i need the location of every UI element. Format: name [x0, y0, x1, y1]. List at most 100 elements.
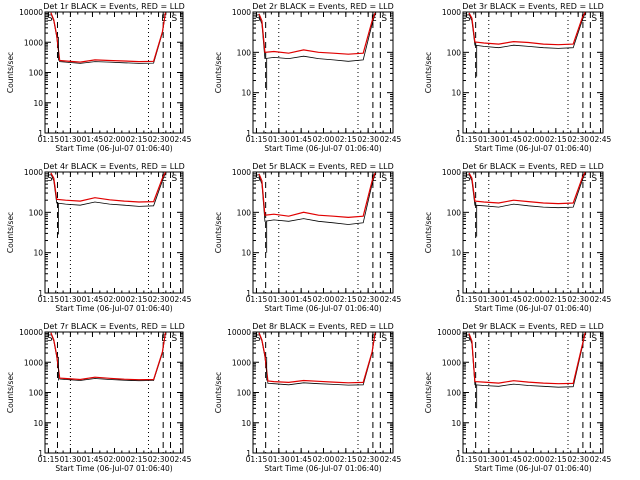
- x-axis-label: Start Time (06-Jul-07 01:06:40): [55, 144, 172, 153]
- y-tick-label: 1: [456, 129, 461, 138]
- s-marker-label: S: [591, 14, 597, 24]
- y-axis-label: Counts/sec: [214, 212, 223, 253]
- x-tick-label: 02:15: [335, 135, 357, 144]
- x-tick-label: 01:15: [38, 455, 60, 464]
- e-marker-label: E: [161, 174, 167, 184]
- y-tick-label: 1: [246, 449, 251, 458]
- s-marker-label: S: [255, 174, 261, 184]
- lld-series-line: [50, 172, 166, 203]
- lld-series-line: [258, 12, 376, 55]
- s-marker-label: S: [47, 334, 53, 344]
- y-axis-label: Counts/sec: [6, 52, 15, 93]
- s-marker-label: S: [47, 14, 53, 24]
- x-tick-label: 02:30: [567, 295, 589, 304]
- x-tick-label: 01:15: [38, 135, 60, 144]
- s-marker-label: S: [381, 334, 387, 344]
- plot-frame: [462, 331, 604, 454]
- e-marker-label: E: [581, 14, 587, 24]
- x-tick-label: 01:15: [38, 295, 60, 304]
- x-tick-label: 01:15: [456, 135, 478, 144]
- y-tick-label: 10: [241, 249, 251, 258]
- x-tick-label: 02:00: [104, 455, 126, 464]
- y-tick-label: 1000: [232, 168, 251, 177]
- y-tick-label: 10: [33, 419, 43, 428]
- plot-frame: [252, 11, 394, 134]
- x-axis-label: Start Time (06-Jul-07 01:06:40): [55, 464, 172, 473]
- y-tick-label: 100: [29, 208, 44, 217]
- s-marker-label: S: [47, 174, 53, 184]
- x-tick-label: 02:30: [148, 295, 170, 304]
- x-tick-label: 02:45: [170, 455, 192, 464]
- x-tick-label: 02:45: [380, 295, 402, 304]
- x-tick-label: 01:15: [246, 135, 268, 144]
- s-marker-label: S: [591, 174, 597, 184]
- x-tick-label: 02:30: [567, 455, 589, 464]
- s-marker-label: S: [172, 14, 178, 24]
- chart-panel-1: Det 1r BLACK = Events, RED = LLD 1 10 100 10…: [6, 2, 192, 153]
- s-marker-label: S: [381, 14, 387, 24]
- x-axis-label: Start Time (06-Jul-07 01:06:40): [474, 464, 591, 473]
- y-tick-label: 10: [451, 419, 461, 428]
- y-axis-label: Counts/sec: [214, 372, 223, 413]
- y-tick-label: 1: [38, 289, 43, 298]
- chart-panel-9: Det 9r BLACK = Events, RED = LLD 1 10 100 10…: [424, 322, 612, 473]
- chart-panel-2: Det 2r BLACK = Events, RED = LLD 1 10 100 10…: [214, 2, 402, 153]
- x-tick-label: 01:45: [500, 135, 522, 144]
- x-tick-label: 02:30: [567, 135, 589, 144]
- chart-title: Det 5r BLACK = Events, RED = LLD: [252, 162, 394, 171]
- lld-series-line: [468, 172, 586, 205]
- y-axis-label: Counts/sec: [6, 212, 15, 253]
- x-tick-label: 02:30: [357, 295, 379, 304]
- lld-series-line: [50, 12, 166, 63]
- x-tick-label: 02:30: [148, 455, 170, 464]
- y-axis-label: Counts/sec: [424, 52, 433, 93]
- y-tick-label: 1: [246, 129, 251, 138]
- chart-title: Det 4r BLACK = Events, RED = LLD: [43, 162, 185, 171]
- x-tick-label: 01:15: [456, 295, 478, 304]
- x-tick-label: 01:45: [290, 455, 312, 464]
- s-marker-label: S: [465, 174, 471, 184]
- x-tick-label: 02:45: [380, 135, 402, 144]
- s-marker-label: S: [255, 334, 261, 344]
- y-tick-label: 1: [456, 289, 461, 298]
- x-tick-label: 02:00: [104, 295, 126, 304]
- y-tick-label: 10: [451, 249, 461, 258]
- lld-series-line: [50, 332, 166, 381]
- y-tick-label: 1000: [24, 358, 43, 367]
- x-tick-label: 02:45: [590, 135, 612, 144]
- chart-title: Det 6r BLACK = Events, RED = LLD: [462, 162, 604, 171]
- x-axis-label: Start Time (06-Jul-07 01:06:40): [264, 464, 381, 473]
- x-tick-label: 01:15: [456, 455, 478, 464]
- y-tick-label: 1000: [232, 8, 251, 17]
- x-tick-label: 01:45: [290, 135, 312, 144]
- y-tick-label: 10: [451, 89, 461, 98]
- y-tick-label: 1000: [24, 168, 43, 177]
- y-tick-label: 100: [29, 389, 44, 398]
- chart-panel-8: Det 8r BLACK = Events, RED = LLD 1 10 100 10…: [214, 322, 402, 473]
- y-tick-label: 100: [447, 208, 462, 217]
- x-axis-label: Start Time (06-Jul-07 01:06:40): [55, 304, 172, 313]
- s-marker-label: S: [465, 334, 471, 344]
- lld-series-line: [258, 172, 376, 219]
- x-tick-label: 02:00: [104, 135, 126, 144]
- x-tick-label: 01:30: [268, 135, 290, 144]
- x-tick-label: 02:15: [335, 455, 357, 464]
- x-axis-label: Start Time (06-Jul-07 01:06:40): [264, 304, 381, 313]
- x-tick-label: 01:45: [290, 295, 312, 304]
- s-marker-label: S: [255, 14, 261, 24]
- x-tick-label: 02:00: [313, 455, 335, 464]
- y-tick-label: 100: [237, 389, 252, 398]
- x-tick-label: 02:30: [357, 135, 379, 144]
- plot-frame: [252, 171, 394, 294]
- x-tick-label: 02:00: [523, 135, 545, 144]
- lld-series-line: [258, 332, 376, 384]
- lld-series-line: [468, 332, 586, 385]
- x-tick-label: 02:45: [590, 295, 612, 304]
- plot-frame: [462, 11, 604, 134]
- x-axis-label: Start Time (06-Jul-07 01:06:40): [264, 144, 381, 153]
- chart-title: Det 7r BLACK = Events, RED = LLD: [43, 322, 185, 331]
- y-tick-label: 1: [246, 289, 251, 298]
- chart-panel-7: Det 7r BLACK = Events, RED = LLD 1 10 100 10…: [6, 322, 192, 473]
- s-marker-label: S: [172, 174, 178, 184]
